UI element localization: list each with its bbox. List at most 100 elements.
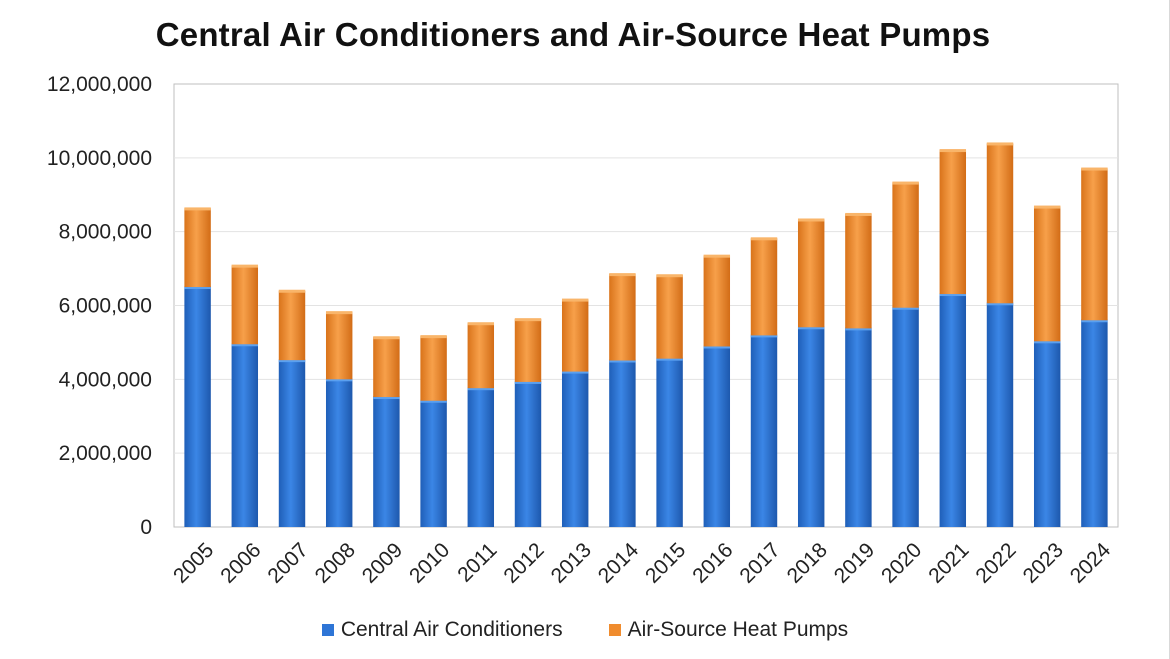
y-tick-label: 4,000,000 <box>59 368 152 391</box>
bar-heat-pumps-2018 <box>797 219 825 328</box>
x-tick-label: 2013 <box>547 538 596 587</box>
bar-cap <box>1033 340 1061 344</box>
bar-central-ac-2019 <box>845 328 872 527</box>
x-tick-label: 2024 <box>1066 538 1116 588</box>
bar-heat-pumps-2011 <box>467 323 495 389</box>
x-tick-label: 2009 <box>358 538 407 587</box>
bar-cap <box>845 327 872 331</box>
bar-central-ac-2005 <box>184 287 211 527</box>
bar-cap <box>514 318 542 322</box>
bar-heat-pumps-2014 <box>609 274 636 361</box>
legend-label-heat-pumps: Air-Source Heat Pumps <box>627 618 849 641</box>
x-tick-label: 2005 <box>169 538 218 587</box>
bar-cap <box>561 298 589 302</box>
bar-cap <box>467 387 495 391</box>
bar-heat-pumps-2020 <box>892 182 919 308</box>
bar-cap <box>892 181 919 185</box>
bar-central-ac-2017 <box>750 335 778 527</box>
x-axis-ticks: 2005200620072008200920102011201220132014… <box>169 538 1115 588</box>
x-tick-label: 2014 <box>594 538 644 588</box>
legend-swatch-central-ac <box>321 624 334 636</box>
bar-cap <box>1033 205 1061 209</box>
bar-cap <box>797 326 825 330</box>
y-axis-ticks: 0 2,000,000 4,000,000 6,000,000 8,000,000 10,… <box>47 73 152 539</box>
bar-cap <box>1081 319 1108 323</box>
bar-heat-pumps-2019 <box>845 213 872 329</box>
bar-cap <box>514 380 542 384</box>
bar-cap <box>986 302 1014 306</box>
chart-title: Central Air Conditioners and Air-Source … <box>155 16 991 53</box>
bar-cap <box>750 237 778 241</box>
x-tick-label: 2011 <box>453 538 501 586</box>
bar-cap <box>703 345 731 349</box>
bars <box>184 142 1108 527</box>
bar-heat-pumps-2006 <box>231 265 259 345</box>
bar-central-ac-2012 <box>514 381 542 527</box>
bar-heat-pumps-2023 <box>1033 206 1061 342</box>
bar-central-ac-2021 <box>939 294 967 527</box>
y-tick-label: 6,000,000 <box>59 295 152 318</box>
bar-central-ac-2020 <box>892 307 919 527</box>
bar-cap <box>278 289 306 293</box>
y-tick-label: 2,000,000 <box>59 442 152 465</box>
bar-cap <box>184 207 211 211</box>
y-tick-label: 12,000,000 <box>47 73 152 96</box>
x-tick-label: 2020 <box>877 538 926 587</box>
bar-central-ac-2009 <box>373 397 400 527</box>
bar-cap <box>797 218 825 222</box>
bar-heat-pumps-2009 <box>373 337 400 398</box>
bar-heat-pumps-2016 <box>703 255 731 347</box>
x-tick-label: 2021 <box>924 538 973 587</box>
x-tick-label: 2012 <box>499 538 548 587</box>
x-tick-label: 2019 <box>830 538 879 587</box>
x-tick-label: 2017 <box>735 538 784 587</box>
bar-central-ac-2016 <box>703 346 731 527</box>
legend-entry-heat-pumps[interactable]: Air-Source Heat Pumps <box>608 618 849 642</box>
bar-cap <box>420 399 447 403</box>
bar-cap <box>703 254 731 258</box>
bar-central-ac-2010 <box>420 400 447 527</box>
bar-cap <box>939 293 967 297</box>
bar-central-ac-2022 <box>986 303 1014 527</box>
bar-cap <box>1081 167 1108 171</box>
bar-cap <box>325 378 353 382</box>
bar-central-ac-2015 <box>656 358 683 527</box>
bar-cap <box>420 335 447 339</box>
bar-heat-pumps-2007 <box>278 290 306 361</box>
bar-heat-pumps-2005 <box>184 208 211 288</box>
y-tick-label: 10,000,000 <box>47 147 152 170</box>
bar-heat-pumps-2024 <box>1081 168 1108 321</box>
bar-central-ac-2006 <box>231 344 259 527</box>
bar-cap <box>986 142 1014 146</box>
bar-cap <box>609 273 636 277</box>
bar-cap <box>561 370 589 374</box>
x-tick-label: 2007 <box>263 538 312 587</box>
x-tick-label: 2006 <box>216 538 265 587</box>
bar-cap <box>609 359 636 363</box>
bar-heat-pumps-2021 <box>939 150 967 295</box>
bar-central-ac-2011 <box>467 388 495 527</box>
bar-cap <box>750 334 778 338</box>
legend-entry-central-ac[interactable]: Central Air Conditioners <box>321 618 563 642</box>
bar-central-ac-2013 <box>561 371 589 527</box>
bar-heat-pumps-2017 <box>750 238 778 336</box>
bar-heat-pumps-2012 <box>514 319 542 382</box>
legend-label-central-ac: Central Air Conditioners <box>340 618 563 641</box>
bar-heat-pumps-2015 <box>656 275 683 359</box>
bar-cap <box>892 306 919 310</box>
x-tick-label: 2022 <box>971 538 1020 587</box>
bar-heat-pumps-2022 <box>986 143 1014 304</box>
bar-cap <box>939 149 967 153</box>
bar-cap <box>845 212 872 216</box>
x-tick-label: 2008 <box>311 538 360 587</box>
bar-cap <box>373 336 400 340</box>
bar-central-ac-2007 <box>278 360 306 527</box>
bar-cap <box>656 274 683 278</box>
bar-central-ac-2014 <box>609 360 636 527</box>
legend: Central Air Conditioners Air-Source Heat… <box>0 618 1170 642</box>
bar-central-ac-2008 <box>325 379 353 527</box>
x-tick-label: 2010 <box>405 538 454 587</box>
x-tick-label: 2016 <box>688 538 737 587</box>
